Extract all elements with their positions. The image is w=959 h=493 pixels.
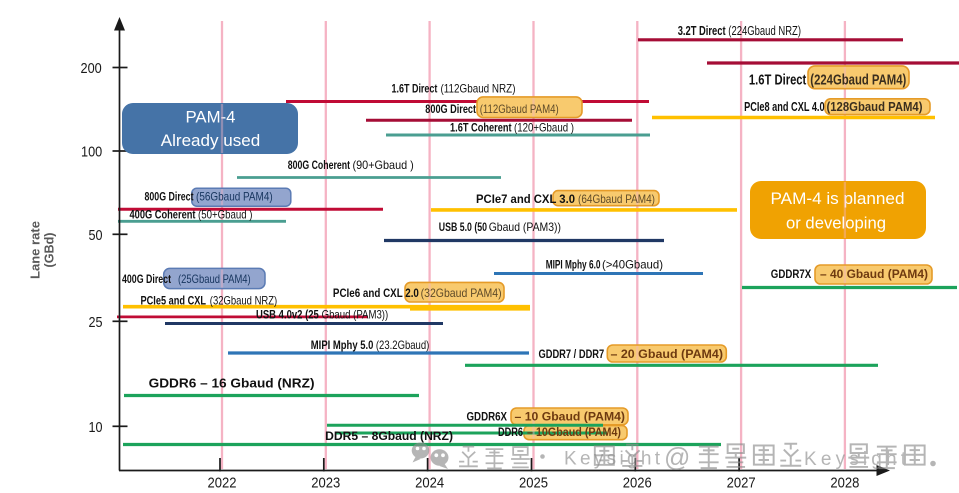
svg-text:GDDR7 / DDR7: GDDR7 / DDR7	[539, 347, 605, 361]
svg-text:USB 5.0 (50: USB 5.0 (50	[439, 220, 487, 234]
svg-text:2023: 2023	[311, 475, 340, 492]
svg-text:2026: 2026	[623, 475, 652, 492]
svg-text:MIPI Mphy 5.0: MIPI Mphy 5.0	[311, 338, 374, 352]
svg-text:Gbaud (PAM3)): Gbaud (PAM3))	[322, 308, 389, 322]
svg-text:GDDR6 – 16 Gbaud (NRZ): GDDR6 – 16 Gbaud (NRZ)	[149, 377, 315, 391]
svg-text:Gbaud (PAM3)): Gbaud (PAM3))	[489, 220, 561, 234]
svg-text:2028: 2028	[830, 475, 859, 492]
svg-text:(25Gbaud PAM4): (25Gbaud PAM4)	[178, 272, 251, 286]
svg-text:50: 50	[89, 227, 103, 244]
svg-text:– 40 Gbaud (PAM4): – 40 Gbaud (PAM4)	[820, 267, 928, 281]
svg-text:10: 10	[89, 419, 103, 436]
svg-text:(224Gbaud PAM4): (224Gbaud PAM4)	[810, 73, 906, 89]
svg-text:100: 100	[81, 144, 102, 161]
svg-text:DDR5 – 8Gbaud (NRZ): DDR5 – 8Gbaud (NRZ)	[325, 429, 453, 443]
svg-text:PCIe5 and CXL: PCIe5 and CXL	[141, 294, 207, 308]
svg-text:200: 200	[81, 60, 102, 77]
svg-text:1.6T Coherent: 1.6T Coherent	[450, 121, 512, 135]
svg-text:(56Gbaud PAM4): (56Gbaud PAM4)	[196, 189, 273, 203]
svg-text:800G Direct: 800G Direct	[425, 102, 476, 116]
svg-text:3.2T Direct: 3.2T Direct	[678, 23, 726, 38]
svg-text:(32Gbaud PAM4): (32Gbaud PAM4)	[421, 286, 502, 300]
svg-text:@: @	[664, 442, 690, 472]
svg-text:Lane rate: Lane rate	[29, 221, 43, 279]
svg-text:PAM-4 is planned: PAM-4 is planned	[771, 189, 905, 208]
svg-text:1.6T Direct: 1.6T Direct	[392, 82, 438, 96]
svg-text:Already used: Already used	[161, 131, 261, 150]
svg-text:400G Coherent: 400G Coherent	[130, 208, 196, 222]
svg-text:(GBd): (GBd)	[43, 233, 57, 268]
svg-text:2025: 2025	[519, 475, 548, 492]
svg-text:PCIe8 and CXL 4.0: PCIe8 and CXL 4.0	[744, 99, 825, 114]
svg-text:DDR6: DDR6	[498, 425, 523, 439]
svg-text:(120+Gbaud ): (120+Gbaud )	[514, 121, 574, 135]
svg-text:2027: 2027	[727, 475, 756, 492]
svg-text:800G Direct: 800G Direct	[145, 189, 194, 203]
svg-text:2024: 2024	[415, 475, 444, 492]
svg-text:400G Direct: 400G Direct	[122, 272, 171, 286]
svg-text:PCIe7 and CXL 3.0: PCIe7 and CXL 3.0	[476, 192, 575, 206]
svg-text:– 20 Gbaud (PAM4): – 20 Gbaud (PAM4)	[611, 347, 724, 361]
svg-text:– 10 Gbaud (PAM4): – 10 Gbaud (PAM4)	[515, 410, 626, 424]
svg-text:(64Gbaud PAM4): (64Gbaud PAM4)	[578, 192, 655, 206]
svg-text:(50+Gbaud ): (50+Gbaud )	[198, 208, 253, 222]
svg-text:25: 25	[89, 314, 103, 331]
svg-text:(224Gbaud NRZ): (224Gbaud NRZ)	[728, 23, 801, 38]
svg-text:USB 4.0v2 (25: USB 4.0v2 (25	[256, 308, 319, 322]
svg-text:PAM-4: PAM-4	[186, 108, 236, 127]
svg-text:1.6T Direct: 1.6T Direct	[749, 72, 806, 89]
svg-text:(112Gbaud NRZ): (112Gbaud NRZ)	[441, 82, 516, 96]
svg-text:(32Gbaud NRZ): (32Gbaud NRZ)	[210, 294, 277, 308]
svg-text:GDDR7X: GDDR7X	[771, 267, 811, 281]
svg-text:GDDR6X: GDDR6X	[467, 410, 508, 424]
svg-text:(>40Gbaud): (>40Gbaud)	[602, 258, 663, 272]
svg-text:2022: 2022	[208, 475, 237, 492]
svg-text:(128Gbaud PAM4): (128Gbaud PAM4)	[827, 99, 923, 114]
svg-text:or developing: or developing	[786, 214, 886, 233]
svg-text:(23.2Gbaud): (23.2Gbaud)	[376, 338, 429, 352]
svg-text:(90+Gbaud ): (90+Gbaud )	[353, 158, 414, 172]
svg-text:800G Coherent: 800G Coherent	[288, 158, 350, 172]
svg-text:MIPI Mphy 6.0: MIPI Mphy 6.0	[546, 258, 601, 272]
svg-text:– 10Gbaud (PAM4): – 10Gbaud (PAM4)	[527, 425, 621, 439]
svg-text:PCIe6 and CXL 2.0: PCIe6 and CXL 2.0	[333, 286, 419, 300]
svg-text:(112Gbaud PAM4): (112Gbaud PAM4)	[480, 102, 559, 116]
